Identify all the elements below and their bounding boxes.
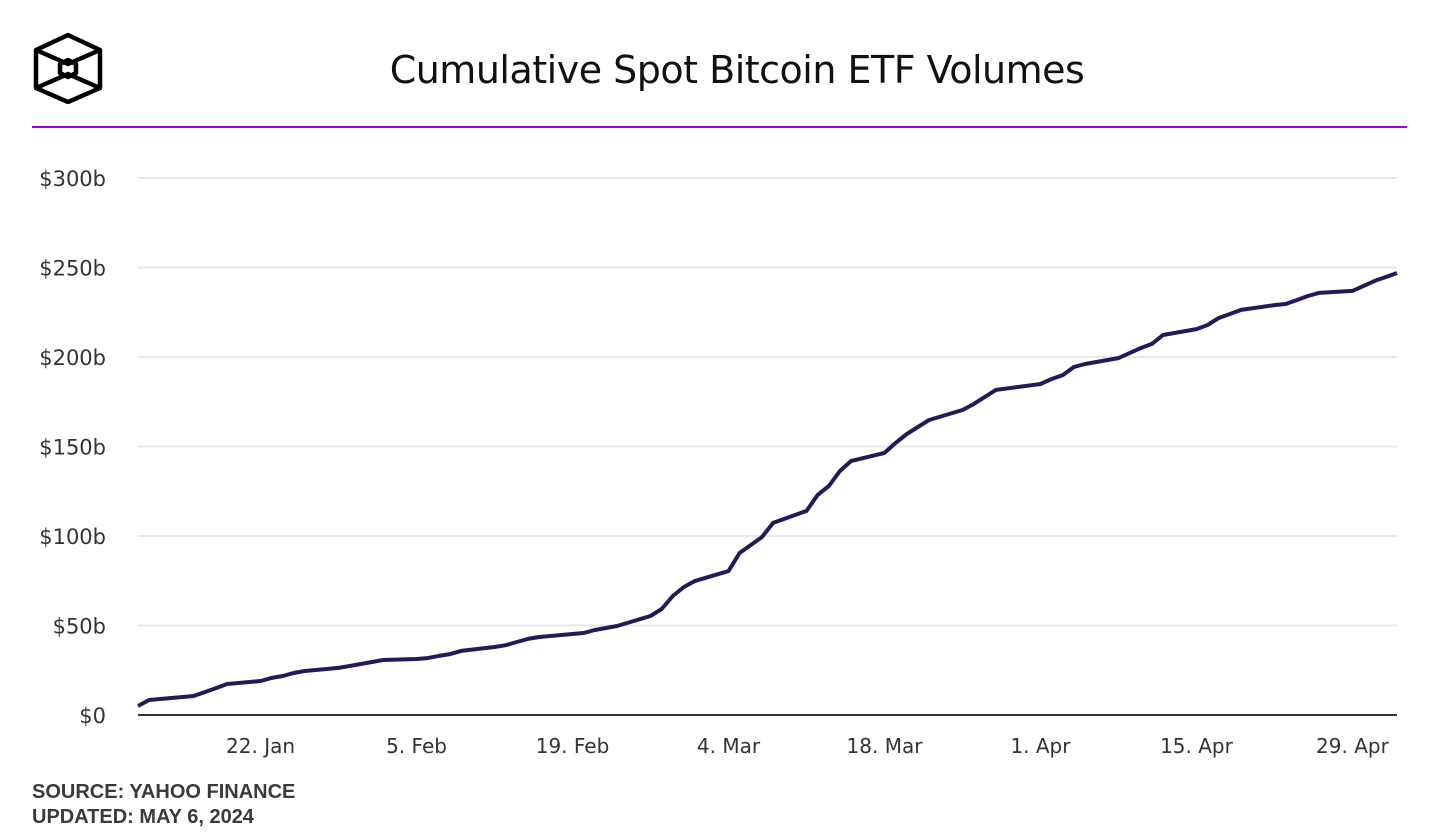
y-tick-label: $50b	[53, 615, 106, 639]
y-tick-label: $150b	[39, 436, 106, 460]
x-tick-label: 15. Apr	[1160, 734, 1234, 758]
x-tick-label: 1. Apr	[1010, 734, 1071, 758]
x-tick-label: 5. Feb	[386, 734, 447, 758]
chart-title: Cumulative Spot Bitcoin ETF Volumes	[389, 48, 1085, 92]
x-tick-label: 18. Mar	[847, 734, 924, 758]
series-line	[137, 271, 1398, 708]
x-tick-label: 22. Jan	[226, 734, 295, 758]
y-tick-label: $100b	[39, 525, 106, 549]
header-divider	[32, 126, 1407, 128]
y-tick-label: $300b	[39, 167, 106, 191]
y-tick-label: $250b	[39, 257, 106, 281]
x-tick-label: 29. Apr	[1316, 734, 1390, 758]
y-tick-label: $0	[79, 704, 106, 728]
the-block-logo	[33, 32, 103, 104]
updated-note: UPDATED: MAY 6, 2024	[32, 806, 254, 828]
x-tick-label: 19. Feb	[536, 734, 610, 758]
x-tick-label: 4. Mar	[697, 734, 761, 758]
y-tick-label: $200b	[39, 346, 106, 370]
source-note: SOURCE: YAHOO FINANCE	[32, 781, 296, 803]
